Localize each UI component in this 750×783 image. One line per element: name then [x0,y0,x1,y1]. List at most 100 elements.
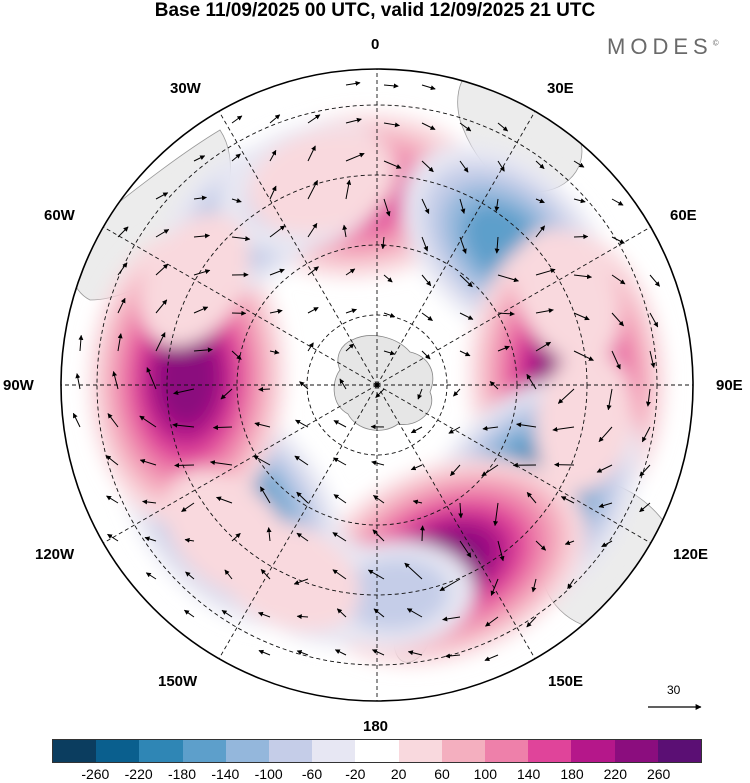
wind-vector [383,274,393,283]
wind-vector [410,464,423,471]
wind-vector [307,145,316,162]
lon-label-30w: 30W [170,80,201,97]
wind-vector [459,350,471,357]
wind-vector [383,160,402,169]
wind-vector [258,386,271,392]
wind-vector [450,464,461,477]
wind-vector [564,540,575,546]
wind-vector [296,491,309,504]
anomaly-layer [88,113,666,665]
lon-label-90e: 90E [716,377,743,394]
wind-vector [611,274,626,285]
wind-vector [332,569,347,580]
map-boundary [60,68,694,702]
wind-vector [172,422,195,428]
wind-vector [494,236,500,254]
wind-vector [307,266,319,276]
wind-vector [497,122,509,132]
wind-vector [260,486,271,504]
wind-vector [253,455,271,466]
wind-vector [444,653,461,659]
wind-vector [383,83,399,89]
wind-vector [383,312,396,318]
wind-vector [269,149,277,162]
wind-vector [333,457,347,466]
wind-vector [258,649,271,656]
wind-vector [459,160,469,173]
wind-vector [459,198,466,214]
wind-vector [421,160,434,173]
wind-vector [493,502,499,527]
wind-vector [497,311,515,317]
wind-vector [294,455,309,466]
wind-vector [174,462,195,468]
brand-mark: © [712,38,719,48]
colorbar-swatch-1 [96,740,140,762]
wind-vector [490,578,499,596]
colorbar-tick-label: 180 [560,766,584,782]
meridian-line [103,384,378,544]
wind-vector [573,312,590,321]
wind-vector [649,274,660,287]
wind-vector [560,496,575,504]
colorbar-tick-label: 60 [434,766,450,782]
wind-vector [421,274,432,287]
colorbar-tick-label: -140 [211,766,240,782]
wind-vector [383,198,391,217]
wind-vector [598,426,613,443]
wind-vector [406,608,423,618]
colorbar-swatch-7 [355,740,399,762]
wind-vector [296,650,309,656]
wind-vector [296,614,309,620]
wind-vector [404,562,423,580]
wind-vector [339,378,347,390]
lon-label-120e: 120E [673,546,709,563]
wind-vector [142,499,157,505]
wind-vector [383,350,396,356]
wind-vector [611,350,621,370]
wind-vector [117,333,123,352]
colorbar [52,739,702,763]
wind-vector [75,373,81,390]
wind-vector [526,492,537,504]
wind-vector [231,153,241,162]
wind-vector [333,420,347,428]
wind-vector [145,572,157,580]
wind-vector [573,274,592,280]
wind-vector [421,122,436,130]
brand-text: MODES [607,34,713,59]
wind-vector [526,373,537,390]
wind-vector [221,609,233,618]
wind-vector [295,419,309,428]
wind-vector [117,226,129,238]
colorbar-swatch-10 [485,740,529,762]
colorbar-tick-label: -20 [345,766,366,782]
anomaly-contour [156,331,219,425]
wind-vector [307,180,318,200]
wind-vector [155,192,169,200]
lon-label-180: 180 [363,718,389,735]
wind-vector [567,578,575,589]
wind-vector [611,198,624,206]
wind-vector [193,233,210,239]
colorbar-swatch-3 [182,740,226,762]
wind-vector [155,332,166,352]
wind-vector [484,654,499,662]
wind-vector [209,460,233,466]
colorbar-swatch-14 [657,740,702,762]
wind-vector [296,532,309,542]
wind-vector [611,312,624,327]
colorbar-tick-label: -100 [254,766,283,782]
wind-vector [410,426,423,434]
brand-logo: MODES© [607,34,719,60]
wind-vector [105,455,119,466]
meridian-line [218,111,378,386]
wind-vector [380,236,386,250]
colorbar-swatch-11 [528,740,572,762]
vector-reference-value: 30 [667,683,681,697]
wind-vector [117,262,128,276]
wind-vector [421,84,436,91]
wind-vector [552,426,575,432]
colorbar-swatch-12 [571,740,615,762]
colorbar-tick-label: -60 [301,766,323,782]
